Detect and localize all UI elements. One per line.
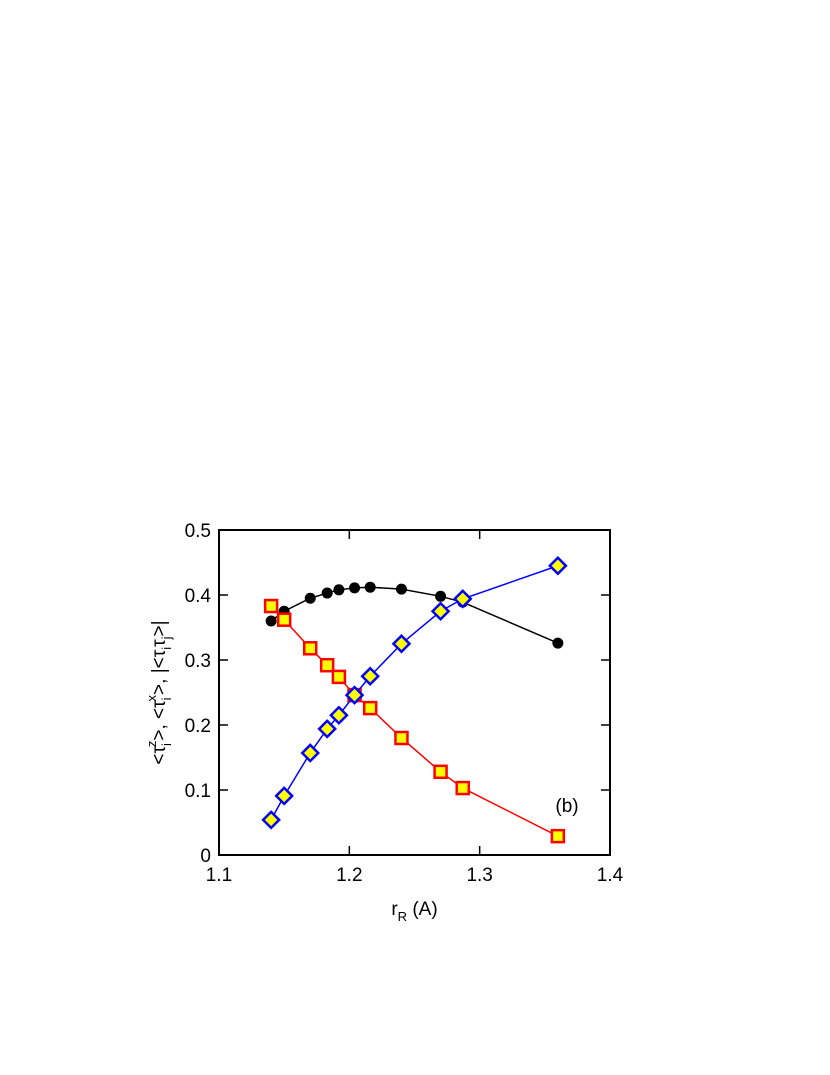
y-axis-label-part: x — [144, 694, 159, 701]
point — [304, 592, 316, 604]
point — [300, 743, 321, 763]
y-tick-label: 0.1 — [185, 781, 211, 802]
point — [274, 786, 294, 806]
y-axis-label-part: j — [159, 636, 174, 640]
annotation: (b) — [555, 796, 578, 817]
point — [552, 637, 564, 649]
point — [276, 612, 292, 627]
point — [344, 685, 365, 705]
point — [333, 584, 345, 596]
point — [319, 657, 335, 673]
point — [362, 700, 378, 716]
x-axis-label-part: r — [391, 899, 398, 920]
y-axis-label-part: i — [159, 647, 174, 650]
point — [391, 633, 412, 654]
y-axis-label-part: z — [144, 741, 159, 748]
point — [265, 615, 277, 627]
point — [261, 810, 281, 830]
y-axis-label-part: i — [159, 697, 174, 700]
x-axis-label-part: R — [398, 909, 407, 924]
point — [329, 705, 349, 726]
y-axis-label-part: i — [159, 743, 174, 746]
point — [548, 555, 568, 576]
y-axis-label-part: >, |<τ — [149, 649, 170, 695]
y-axis-label: <τiz>, <τix>, |<τiτj>| — [144, 620, 174, 764]
point — [395, 583, 407, 595]
x-tick-label: 1.3 — [466, 865, 492, 886]
y-axis-label-part: >| — [149, 620, 170, 636]
point — [302, 641, 318, 656]
point — [364, 581, 376, 593]
y-axis-label-part: >, <τ — [149, 700, 170, 741]
x-axis-label-part: (A) — [407, 899, 438, 920]
point — [455, 780, 470, 796]
x-tick-label: 1.4 — [597, 865, 624, 886]
point — [321, 587, 333, 599]
y-tick-label: 0 — [200, 846, 211, 867]
plot-frame — [218, 529, 611, 856]
x-tick-label: 1.2 — [336, 865, 362, 886]
y-tick-label: 0.5 — [185, 521, 211, 542]
y-tick-label: 0.4 — [185, 586, 212, 607]
series-line — [270, 605, 559, 837]
point — [452, 589, 473, 609]
point — [360, 666, 380, 687]
y-tick-label: 0.2 — [185, 716, 211, 737]
y-axis-label-part: <τ — [149, 745, 170, 764]
point — [317, 719, 337, 739]
point — [331, 669, 347, 685]
point — [349, 582, 361, 594]
point — [430, 601, 451, 622]
series-line — [270, 565, 559, 821]
x-tick-label: 1.1 — [206, 865, 232, 886]
x-axis-label: rR (A) — [391, 899, 437, 924]
point — [394, 730, 409, 746]
point — [435, 590, 447, 602]
point — [550, 828, 566, 844]
y-axis-label-part: τ — [149, 639, 170, 647]
y-tick-label: 0.3 — [185, 651, 211, 672]
point — [263, 598, 279, 614]
point — [433, 764, 448, 780]
